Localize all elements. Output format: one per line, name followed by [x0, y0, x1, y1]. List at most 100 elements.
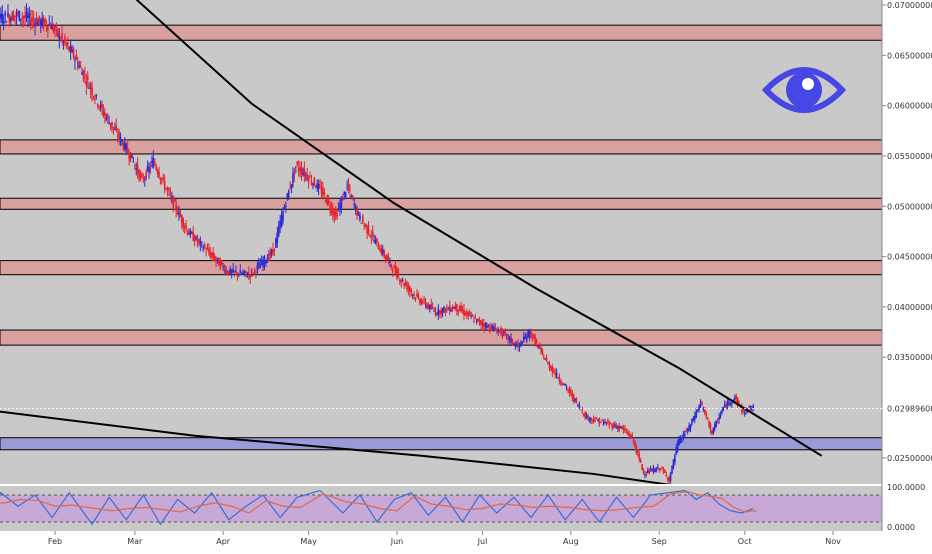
candle-body	[315, 187, 317, 188]
candle-body	[423, 299, 425, 300]
candle-body	[151, 161, 153, 163]
candle-body	[567, 389, 569, 391]
candle-body	[234, 271, 236, 272]
candle-body	[517, 343, 519, 346]
candle-body	[443, 307, 445, 310]
candle-body	[664, 471, 666, 473]
candle-body	[730, 404, 732, 405]
candle-body	[258, 263, 260, 265]
candle-body	[321, 188, 323, 193]
candle-body	[559, 378, 561, 382]
resistance-zone	[0, 330, 882, 345]
candle-body	[376, 238, 378, 241]
candle-body	[680, 437, 682, 443]
candle-body	[637, 449, 639, 453]
candle-body	[554, 372, 556, 375]
time-tick-label: Oct	[738, 537, 752, 546]
candle-body	[381, 248, 383, 254]
candle-body	[210, 252, 212, 257]
candle-body	[547, 363, 549, 364]
candle-body	[718, 417, 720, 420]
candle-body	[650, 469, 652, 472]
candle-body	[720, 415, 722, 417]
candle-body	[272, 249, 274, 252]
candle-body	[537, 346, 539, 347]
candle-body	[660, 468, 662, 469]
candle-body	[91, 87, 93, 95]
candle-body	[406, 283, 408, 290]
candle-body	[633, 438, 635, 442]
candle-body	[281, 215, 283, 226]
candle-body	[621, 426, 623, 428]
candle-body	[382, 249, 384, 253]
candle-body	[505, 332, 507, 333]
candle-body	[352, 196, 354, 199]
candle-body	[217, 258, 219, 259]
candle-body	[153, 158, 155, 168]
candle-body	[61, 33, 63, 39]
candle-body	[14, 16, 16, 17]
candle-body	[177, 212, 179, 214]
candle-body	[462, 311, 464, 312]
candle-body	[389, 260, 391, 263]
candle-body	[103, 111, 105, 116]
candle-body	[185, 225, 187, 228]
candle-body	[140, 175, 142, 176]
candle-body	[372, 232, 374, 236]
candle-body	[362, 216, 364, 222]
candle-body	[673, 460, 675, 468]
candle-body	[9, 17, 11, 22]
candle-body	[422, 302, 424, 303]
candle-body	[71, 49, 73, 52]
candle-body	[336, 214, 338, 217]
price-tick-label: 0.07000000	[887, 1, 932, 10]
candle-body	[180, 215, 182, 217]
candle-body	[594, 421, 596, 422]
candle-body	[442, 309, 444, 314]
candle-body	[36, 19, 38, 26]
candle-body	[651, 469, 653, 471]
candle-body	[549, 364, 551, 369]
candle-body	[147, 166, 149, 170]
candle-body	[510, 338, 512, 342]
candle-body	[135, 168, 137, 170]
candle-body	[285, 206, 287, 207]
candle-body	[455, 306, 457, 309]
candle-body	[519, 343, 521, 347]
candle-body	[453, 307, 455, 309]
candle-body	[591, 420, 593, 421]
candle-body	[418, 294, 420, 298]
candle-body	[534, 337, 536, 345]
candle-body	[735, 395, 737, 398]
candle-body	[302, 173, 304, 174]
candle-body	[496, 332, 498, 333]
support-zone	[0, 438, 882, 450]
candle-body	[361, 223, 363, 224]
candle-body	[586, 417, 588, 418]
candle-body	[420, 299, 422, 303]
candle-body	[251, 271, 253, 272]
candle-body	[658, 469, 660, 470]
candle-body	[564, 384, 566, 385]
candle-body	[33, 20, 35, 21]
candle-body	[400, 280, 402, 282]
candle-body	[752, 405, 754, 408]
candle-body	[96, 95, 98, 97]
candle-body	[487, 325, 489, 326]
candle-body	[408, 287, 410, 289]
candle-body	[506, 334, 508, 335]
candle-body	[97, 104, 99, 106]
candle-body	[16, 12, 18, 16]
candle-body	[104, 112, 106, 116]
candle-body	[264, 256, 266, 264]
candle-body	[343, 192, 345, 195]
candle-body	[231, 270, 233, 272]
candle-body	[187, 230, 189, 234]
candle-body	[728, 401, 730, 402]
candle-body	[579, 406, 581, 408]
candle-body	[489, 328, 491, 330]
candle-body	[563, 384, 565, 385]
candle-body	[707, 417, 709, 418]
resistance-zone	[0, 140, 882, 154]
candle-body	[215, 259, 217, 261]
